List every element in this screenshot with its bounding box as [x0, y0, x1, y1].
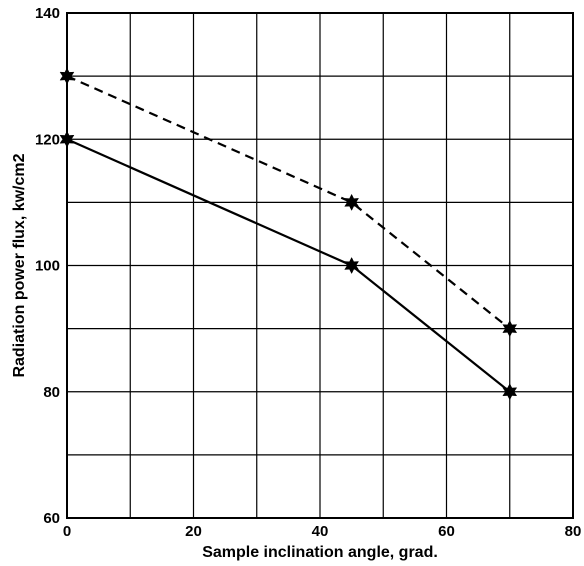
data-point-star-marker: [344, 256, 360, 275]
series-layer: [59, 67, 518, 401]
grid: [67, 13, 573, 518]
data-point-star-marker: [344, 193, 360, 211]
y-axis-title: Radiation power flux, kw/cm2: [11, 153, 28, 377]
data-point-star-marker: [59, 67, 75, 85]
x-axis-title: Sample inclination angle, grad.: [202, 544, 438, 561]
y-tick-label: 80: [43, 384, 60, 401]
plot-frame: [66, 12, 574, 519]
x-tick-label: 20: [185, 523, 202, 540]
y-tick-labels: 60 80 100 120 140: [35, 5, 60, 527]
y-tick-label: 60: [43, 510, 60, 527]
data-point-star-marker: [59, 130, 75, 148]
x-tick-label: 0: [63, 523, 71, 540]
x-tick-label: 40: [312, 523, 329, 540]
y-tick-label: 140: [35, 5, 60, 22]
y-tick-label: 100: [35, 258, 60, 275]
x-tick-label: 60: [438, 523, 455, 540]
x-tick-label: 80: [565, 523, 582, 540]
data-point-star-marker: [502, 383, 518, 401]
data-point-star-marker: [502, 320, 518, 338]
y-tick-label: 120: [35, 131, 60, 148]
x-tick-labels: 0 20 40 60 80: [63, 523, 582, 540]
